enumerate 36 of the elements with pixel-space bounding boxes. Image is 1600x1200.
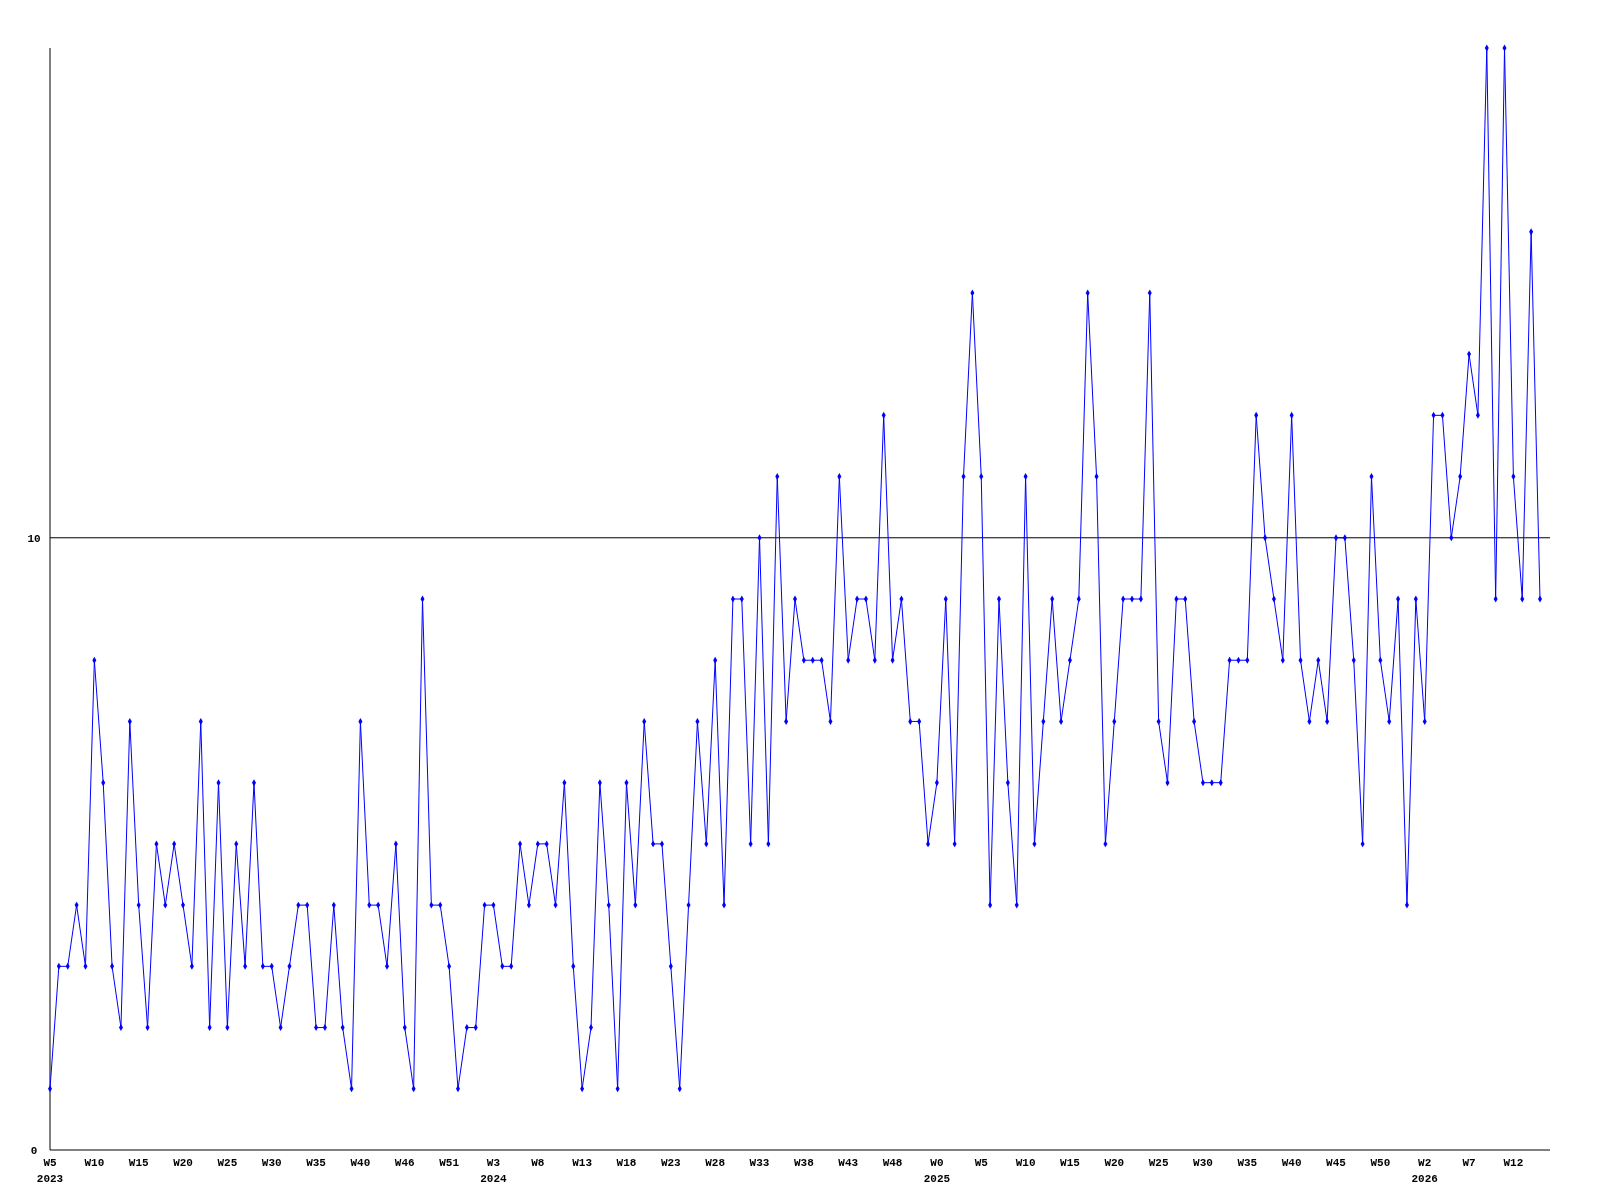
x-tick-label: W7 <box>1462 1157 1476 1169</box>
x-tick-label: W50 <box>1370 1157 1391 1169</box>
x-tick-label: W25 <box>217 1157 238 1169</box>
x-tick-label: W3 2024 <box>480 1157 508 1185</box>
x-tick-label: W33 <box>749 1157 770 1169</box>
x-tick-label: W10 <box>84 1157 105 1169</box>
x-tick-label: W45 <box>1326 1157 1347 1169</box>
x-tick-label: W28 <box>705 1157 726 1169</box>
x-tick-label: W12 <box>1503 1157 1524 1169</box>
x-tick-label: W15 <box>128 1157 149 1169</box>
y-tick-label: 10 <box>27 532 41 545</box>
x-tick-label: W5 <box>974 1157 989 1169</box>
x-tick-label: W25 <box>1148 1157 1169 1169</box>
x-tick-label: W30 <box>261 1157 282 1169</box>
x-tick-label: W40 <box>1281 1157 1302 1169</box>
x-tick-label: W20 <box>173 1157 193 1169</box>
x-tick-label: W0 2025 <box>923 1157 951 1185</box>
x-tick-label: W2 2026 <box>1411 1157 1438 1185</box>
x-tick-label: W46 <box>394 1157 415 1169</box>
x-tick-label: W43 <box>838 1157 859 1169</box>
x-tick-label: W51 <box>439 1157 460 1169</box>
x-tick-label: W5 2023 <box>36 1157 64 1185</box>
y-tick-label: 0 <box>30 1144 38 1157</box>
x-tick-label: W18 <box>616 1157 637 1169</box>
x-tick-label: W15 <box>1060 1157 1081 1169</box>
x-tick-label: W35 <box>306 1157 327 1169</box>
x-tick-label: W20 <box>1104 1157 1125 1169</box>
x-tick-label: W48 <box>882 1157 903 1169</box>
x-tick-label: W10 <box>1015 1157 1036 1169</box>
x-tick-label: W8 <box>531 1157 545 1169</box>
x-tick-label: W38 <box>793 1157 815 1169</box>
x-tick-label: W35 <box>1237 1157 1258 1169</box>
x-tick-label: W23 <box>660 1157 682 1169</box>
x-tick-label: W13 <box>572 1157 593 1169</box>
x-tick-label: W30 <box>1193 1157 1213 1169</box>
x-tick-label: W40 <box>350 1157 371 1169</box>
